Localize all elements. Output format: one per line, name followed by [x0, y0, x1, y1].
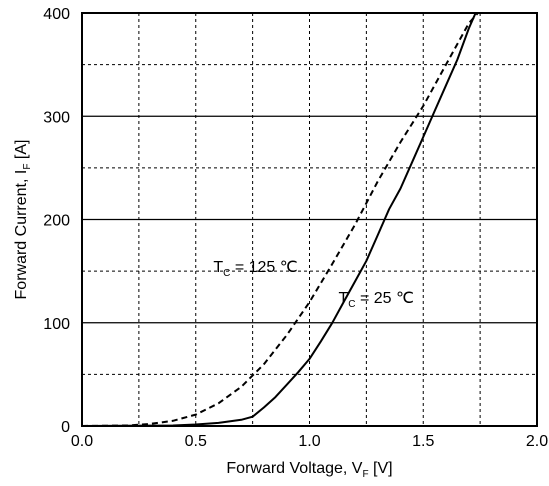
x-tick-label: 0.0 — [71, 433, 93, 450]
series-line-0 — [81, 12, 479, 427]
series-label-0: TC = 125 ℃ — [213, 259, 297, 279]
series-line-1 — [81, 12, 477, 427]
plot-frame — [81, 12, 538, 427]
y-axis-label: Forward Current, IF [A] — [13, 140, 33, 300]
y-tick-label: 200 — [43, 213, 70, 230]
x-axis-label: Forward Voltage, VF [V] — [226, 460, 392, 480]
x-tick-label: 2.0 — [526, 433, 548, 450]
x-tick-labels: 0.0 0.5 1.0 1.5 2.0 — [71, 433, 548, 450]
x-tick-label: 0.5 — [185, 433, 207, 450]
x-tick-label: 1.5 — [412, 433, 434, 450]
y-tick-label: 100 — [43, 316, 70, 333]
y-tick-label: 400 — [43, 6, 70, 23]
y-tick-label: 0 — [61, 419, 70, 436]
annotations: TC = 125 ℃ TC = 25 ℃ — [213, 259, 414, 310]
x-tick-label: 1.0 — [298, 433, 320, 450]
grid — [82, 13, 537, 426]
series-group — [81, 12, 479, 427]
y-tick-label: 300 — [43, 109, 70, 126]
y-tick-labels: 0 100 200 300 400 — [43, 6, 70, 436]
series-label-1: TC = 25 ℃ — [339, 290, 414, 310]
